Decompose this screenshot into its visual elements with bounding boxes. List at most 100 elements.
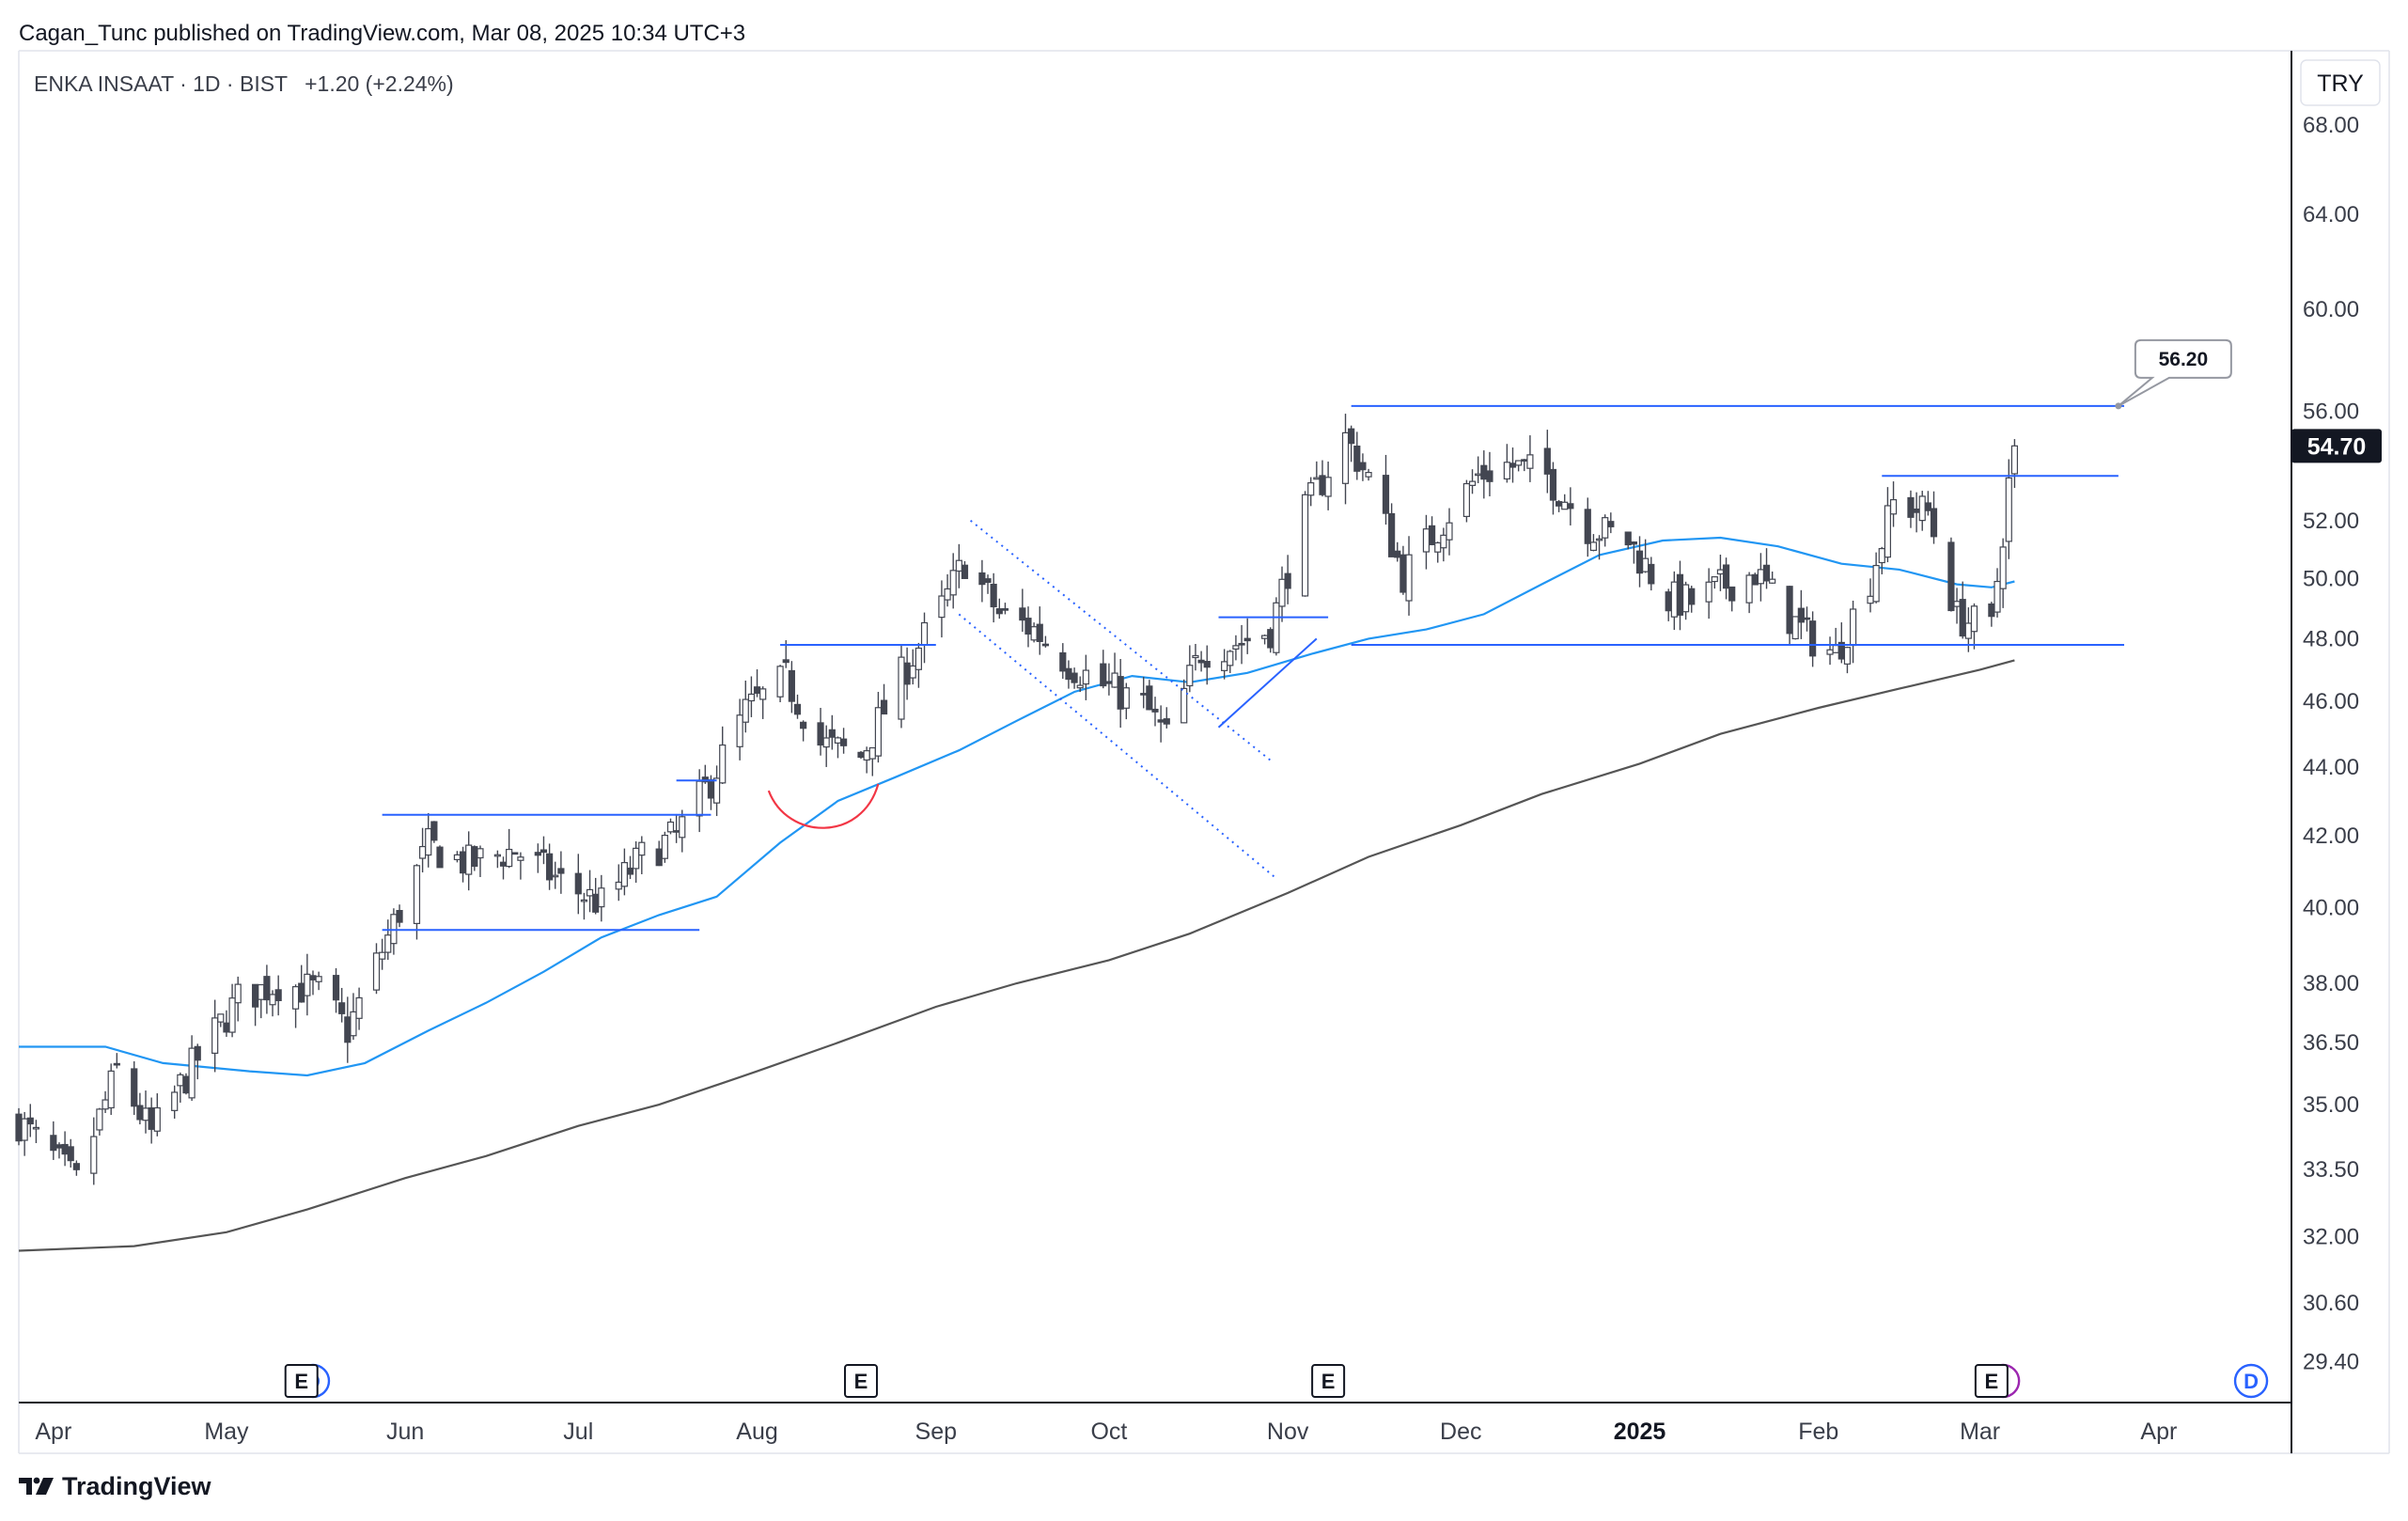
candle[interactable]: [817, 708, 824, 756]
candle[interactable]: [1243, 618, 1251, 654]
candle[interactable]: [638, 836, 646, 875]
candle[interactable]: [915, 642, 922, 688]
candle[interactable]: [234, 976, 242, 1022]
candle[interactable]: [546, 843, 554, 890]
candle[interactable]: [1365, 468, 1372, 481]
candle[interactable]: [742, 680, 749, 733]
candle[interactable]: [1762, 548, 1771, 589]
candle[interactable]: [1959, 581, 1966, 639]
price-tick-label[interactable]: 46.00: [2303, 689, 2359, 714]
candle[interactable]: [1082, 654, 1089, 700]
time-tick-label[interactable]: Dec: [1440, 1419, 1481, 1445]
candle[interactable]: [1181, 679, 1188, 724]
candle[interactable]: [574, 854, 582, 915]
candle[interactable]: [1624, 531, 1632, 550]
candle[interactable]: [788, 661, 795, 713]
candle[interactable]: [315, 971, 322, 991]
time-tick-label[interactable]: May: [204, 1419, 249, 1445]
candle[interactable]: [1602, 514, 1609, 547]
price-tick-label[interactable]: 56.00: [2303, 399, 2359, 424]
candle[interactable]: [1019, 588, 1026, 633]
candle[interactable]: [828, 714, 836, 750]
time-tick-label[interactable]: Feb: [1798, 1419, 1838, 1445]
candle[interactable]: [2010, 439, 2019, 489]
candle[interactable]: [984, 574, 992, 594]
candle[interactable]: [1503, 444, 1510, 483]
candle[interactable]: [1348, 425, 1355, 463]
candle[interactable]: [1584, 497, 1591, 557]
candle[interactable]: [1884, 487, 1892, 563]
candle[interactable]: [1515, 460, 1523, 472]
candle[interactable]: [633, 840, 640, 883]
candle[interactable]: [1803, 606, 1811, 632]
candles[interactable]: [15, 414, 2019, 1185]
candle[interactable]: [21, 1111, 28, 1156]
price-axis[interactable]: 68.00 64.00 60.00 56.00 52.00 50.00 48.00 46.00…: [2303, 113, 2359, 1375]
candle[interactable]: [413, 864, 421, 940]
candle[interactable]: [1630, 541, 1637, 564]
candle[interactable]: [580, 892, 588, 920]
time-tick-label[interactable]: Apr: [2140, 1419, 2177, 1445]
candle[interactable]: [990, 572, 997, 623]
candle[interactable]: [552, 861, 559, 889]
candle[interactable]: [995, 598, 1003, 619]
price-tick-label[interactable]: 30.60: [2303, 1291, 2359, 1316]
candle[interactable]: [1301, 491, 1309, 597]
candle[interactable]: [1595, 535, 1603, 560]
candle[interactable]: [1307, 477, 1315, 507]
candle[interactable]: [211, 999, 219, 1073]
candle[interactable]: [194, 1043, 201, 1080]
candle[interactable]: [736, 698, 743, 760]
price-tick-label[interactable]: 50.00: [2303, 566, 2359, 591]
candle[interactable]: [1791, 616, 1799, 640]
candle[interactable]: [153, 1093, 161, 1137]
price-tick-label[interactable]: 33.50: [2303, 1157, 2359, 1183]
candle[interactable]: [857, 750, 865, 760]
candle[interactable]: [1036, 606, 1043, 655]
candle[interactable]: [90, 1117, 98, 1185]
candle[interactable]: [131, 1061, 138, 1116]
candle[interactable]: [1947, 537, 1955, 612]
candle[interactable]: [1388, 503, 1396, 557]
candle[interactable]: [1122, 682, 1130, 720]
symbol-legend[interactable]: ENKA INSAAT · 1D · BIST +1.20 (+2.24%): [34, 71, 454, 96]
time-axis[interactable]: Apr May Jun Jul Aug Sep Oct Nov Dec 2025 Feb Mar Apr: [35, 1419, 2177, 1445]
candle[interactable]: [1324, 461, 1332, 510]
candle[interactable]: [759, 686, 767, 719]
candle[interactable]: [1232, 635, 1240, 661]
candle[interactable]: [1238, 624, 1245, 665]
candle[interactable]: [1526, 435, 1534, 482]
candle[interactable]: [1843, 646, 1852, 674]
candle[interactable]: [661, 831, 668, 863]
candle[interactable]: [50, 1121, 57, 1160]
currency-button[interactable]: TRY: [2300, 59, 2381, 106]
candle[interactable]: [1353, 431, 1361, 480]
candle[interactable]: [1024, 606, 1032, 648]
candle[interactable]: [1786, 586, 1793, 646]
candle[interactable]: [1071, 667, 1078, 689]
candle[interactable]: [666, 818, 675, 835]
candle[interactable]: [1809, 611, 1817, 667]
candle[interactable]: [1278, 566, 1286, 622]
candle[interactable]: [26, 1104, 34, 1137]
candle[interactable]: [1607, 512, 1615, 534]
candle[interactable]: [534, 843, 541, 873]
symbol-label[interactable]: ENKA INSAAT · 1D · BIST: [34, 71, 288, 96]
candle[interactable]: [1151, 697, 1159, 727]
candle[interactable]: [372, 943, 381, 995]
candle[interactable]: [396, 904, 403, 928]
candle[interactable]: [598, 874, 605, 922]
event-markers[interactable]: DDEEEE: [284, 1363, 2269, 1399]
candle[interactable]: [776, 665, 784, 703]
currency-label[interactable]: TRY: [2317, 71, 2364, 97]
candle[interactable]: [1722, 557, 1730, 600]
candle[interactable]: [1146, 680, 1153, 711]
rounding-bottom-arc[interactable]: [767, 783, 880, 829]
candle[interactable]: [1041, 635, 1049, 648]
time-tick-label[interactable]: Apr: [35, 1419, 71, 1445]
ma-slow-line[interactable]: [18, 659, 2015, 1252]
candle[interactable]: [1440, 527, 1447, 562]
candle[interactable]: [1405, 536, 1413, 616]
candle[interactable]: [909, 649, 916, 685]
